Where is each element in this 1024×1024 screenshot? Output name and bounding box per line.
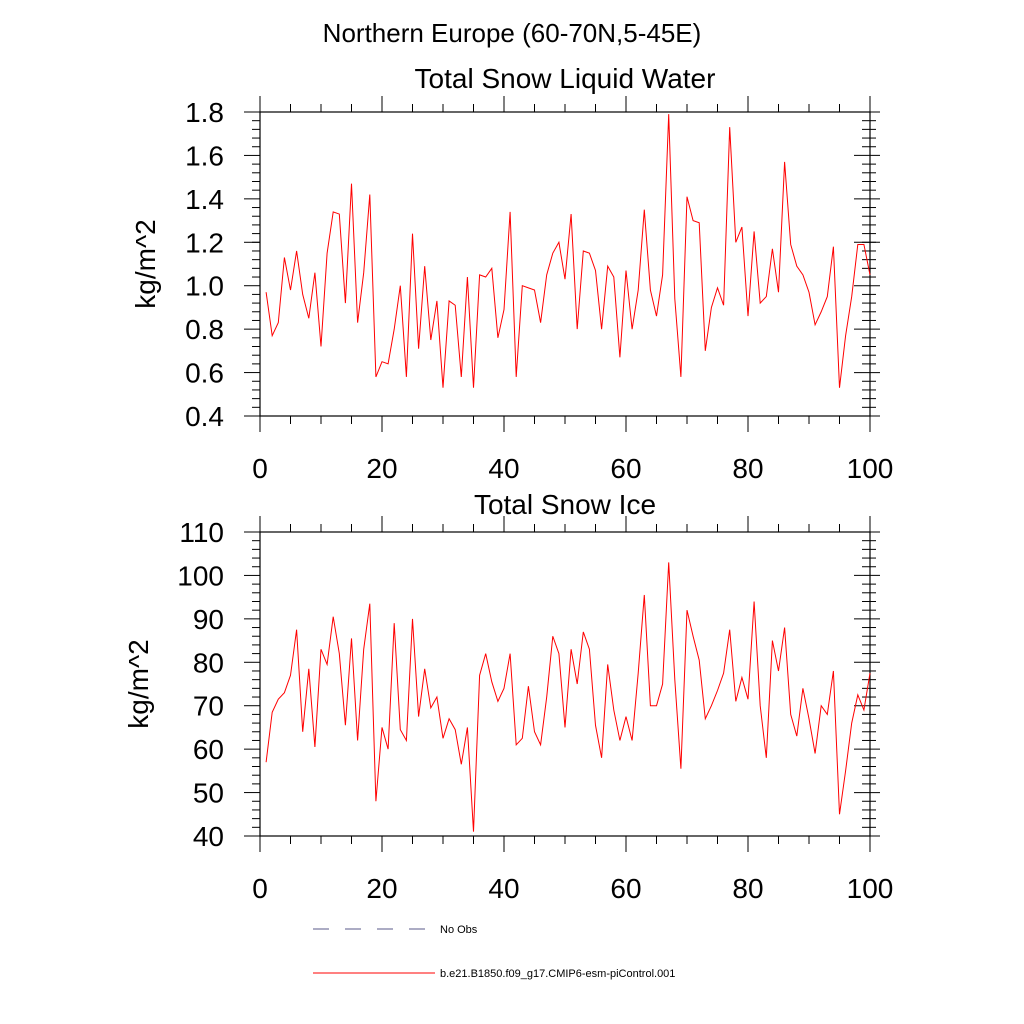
y-tick-label: 1.0 [185, 271, 224, 302]
y-axis-label: kg/m^2 [130, 219, 161, 308]
panel-snow-ice: Total Snow Ice kg/m^2 0 20 40 60 80 100 40 50 60 70… [123, 489, 893, 904]
y-tick-label: 0.8 [185, 314, 224, 345]
x-tick-label: 100 [847, 873, 894, 904]
x-tick-label: 100 [847, 453, 894, 484]
x-tick-label: 20 [366, 453, 397, 484]
x-tick-label: 60 [610, 453, 641, 484]
y-tick-label: 90 [193, 604, 224, 635]
legend-label-model: b.e21.B1850.f09_g17.CMIP6-esm-piControl.… [440, 968, 675, 980]
x-tick-label: 60 [610, 873, 641, 904]
legend: No Obs b.e21.B1850.f09_g17.CMIP6-esm-piC… [313, 924, 675, 980]
x-tick-label: 0 [252, 453, 268, 484]
plot-frame [259, 531, 871, 837]
region-title: Northern Europe (60-70N,5-45E) [323, 18, 702, 48]
y-tick-label: 60 [193, 734, 224, 765]
y-tick-label: 100 [177, 560, 224, 591]
x-tick-label: 0 [252, 873, 268, 904]
y-tick-label: 1.6 [185, 140, 224, 171]
series-line [265, 114, 871, 388]
y-tick-label: 110 [179, 517, 224, 548]
y-tick-label: 1.4 [185, 184, 224, 215]
x-tick-label: 80 [732, 873, 763, 904]
panel-liquid-water: Total Snow Liquid Water kg/m^2 0 20 40 60 80 10… [130, 63, 893, 484]
x-tick-label: 80 [732, 453, 763, 484]
x-tick-label: 40 [488, 873, 519, 904]
y-tick-label: 40 [193, 821, 224, 852]
legend-label-no-obs: No Obs [440, 924, 478, 936]
y-tick-label: 1.8 [185, 97, 224, 128]
y-axis-label: kg/m^2 [123, 639, 154, 728]
y-tick-label: 80 [193, 647, 224, 678]
plot-frame [259, 111, 871, 417]
x-tick-label: 20 [366, 873, 397, 904]
chart-title: Total Snow Ice [474, 489, 656, 520]
y-tick-label: 1.2 [185, 227, 224, 258]
x-tick-label: 40 [488, 453, 519, 484]
y-tick-label: 50 [193, 778, 224, 809]
chart-title: Total Snow Liquid Water [415, 63, 716, 94]
series-line [265, 562, 871, 832]
y-tick-label: 0.4 [185, 401, 224, 432]
y-tick-label: 70 [193, 691, 224, 722]
y-tick-label: 0.6 [185, 358, 224, 389]
